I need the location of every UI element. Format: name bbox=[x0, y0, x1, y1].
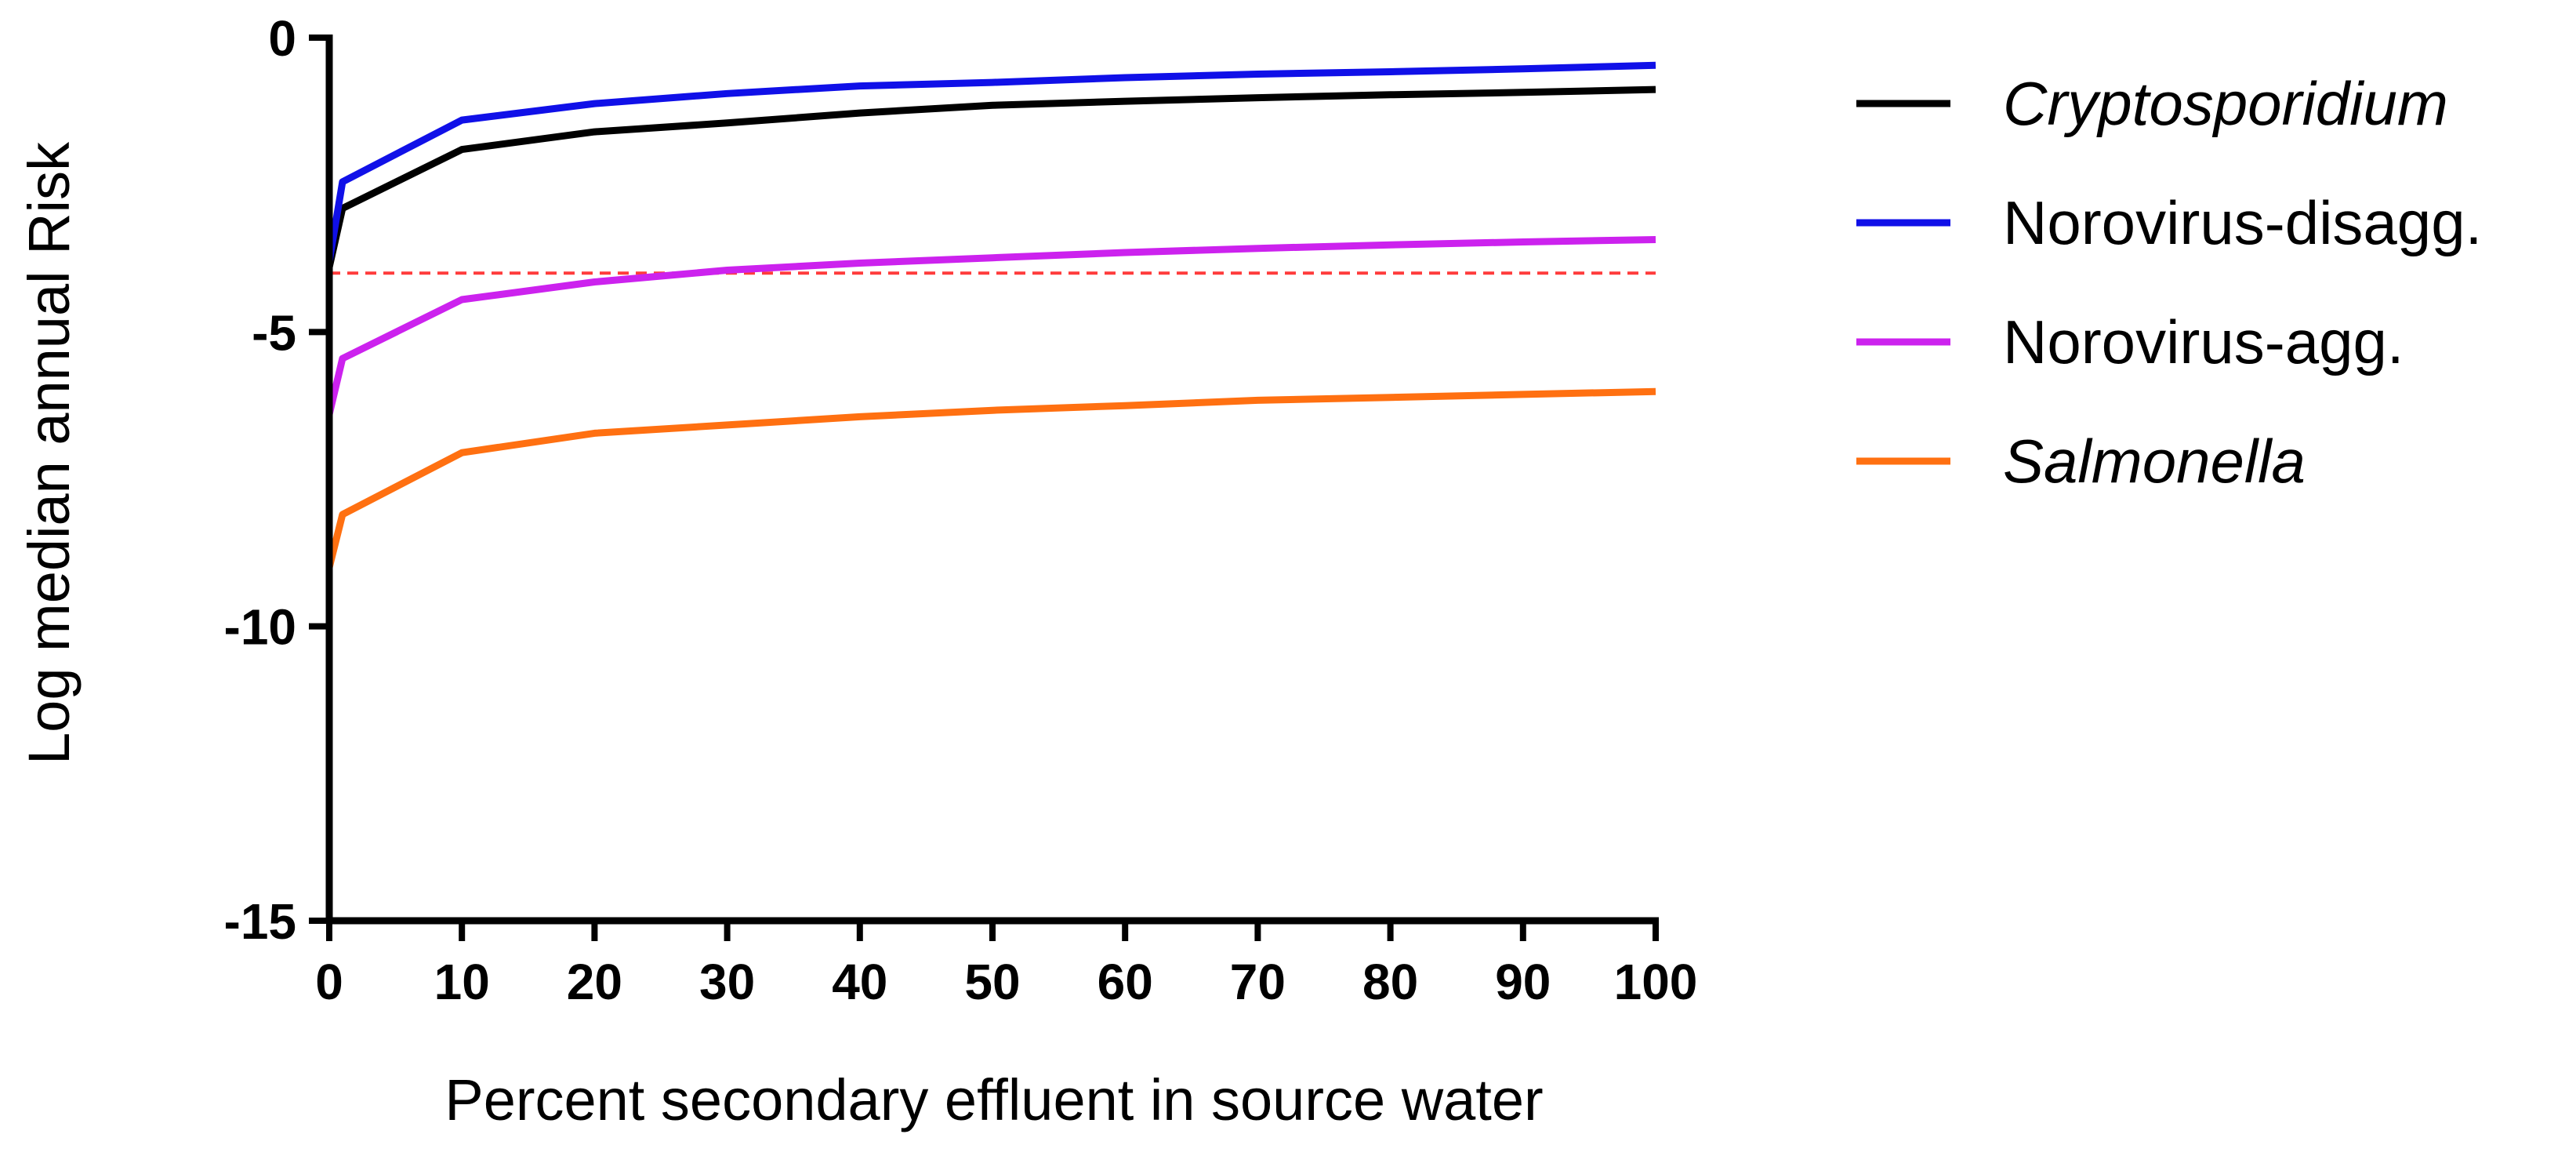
y-axis-title: Log median annual Risk bbox=[16, 141, 82, 765]
series-line-cryptosporidium bbox=[325, 85, 1656, 674]
x-tick-label: 60 bbox=[1098, 954, 1153, 1010]
series-line-norovirus-disagg bbox=[325, 61, 1656, 274]
series-layer bbox=[325, 61, 1656, 921]
legend: Cryptosporidium Norovirus-disagg. Noroviru… bbox=[1856, 69, 2482, 496]
x-tick-label: 0 bbox=[315, 954, 343, 1010]
ticks-layer: 0 10 20 30 40 50 60 70 80 90 100 0 -5 -10 -15 bbox=[224, 10, 1698, 1010]
x-tick-label: 40 bbox=[832, 954, 887, 1010]
x-tick-label: 80 bbox=[1362, 954, 1418, 1010]
series-line-norovirus-agg bbox=[325, 236, 1656, 827]
x-tick-label: 70 bbox=[1230, 954, 1286, 1010]
x-tick-label: 90 bbox=[1495, 954, 1551, 1010]
y-tick-label: -10 bbox=[224, 599, 297, 656]
x-axis-title: Percent secondary effluent in source wat… bbox=[444, 1067, 1543, 1132]
legend-label-cryptosporidium: Cryptosporidium bbox=[2003, 69, 2448, 138]
y-tick-label: -5 bbox=[252, 304, 296, 361]
legend-label-salmonella: Salmonella bbox=[2003, 427, 2306, 496]
legend-label-norovirus-disagg: Norovirus-disagg. bbox=[2003, 188, 2482, 257]
x-tick-label: 20 bbox=[567, 954, 622, 1010]
x-tick-label: 30 bbox=[699, 954, 755, 1010]
y-tick-label: 0 bbox=[268, 10, 296, 67]
x-tick-label: 100 bbox=[1614, 954, 1698, 1010]
y-tick-label: -15 bbox=[224, 893, 297, 950]
series-line-salmonella bbox=[325, 387, 1656, 921]
x-tick-label: 10 bbox=[434, 954, 490, 1010]
axes-layer bbox=[325, 35, 1659, 925]
x-tick-label: 50 bbox=[964, 954, 1020, 1010]
legend-label-norovirus-agg: Norovirus-agg. bbox=[2003, 307, 2404, 376]
